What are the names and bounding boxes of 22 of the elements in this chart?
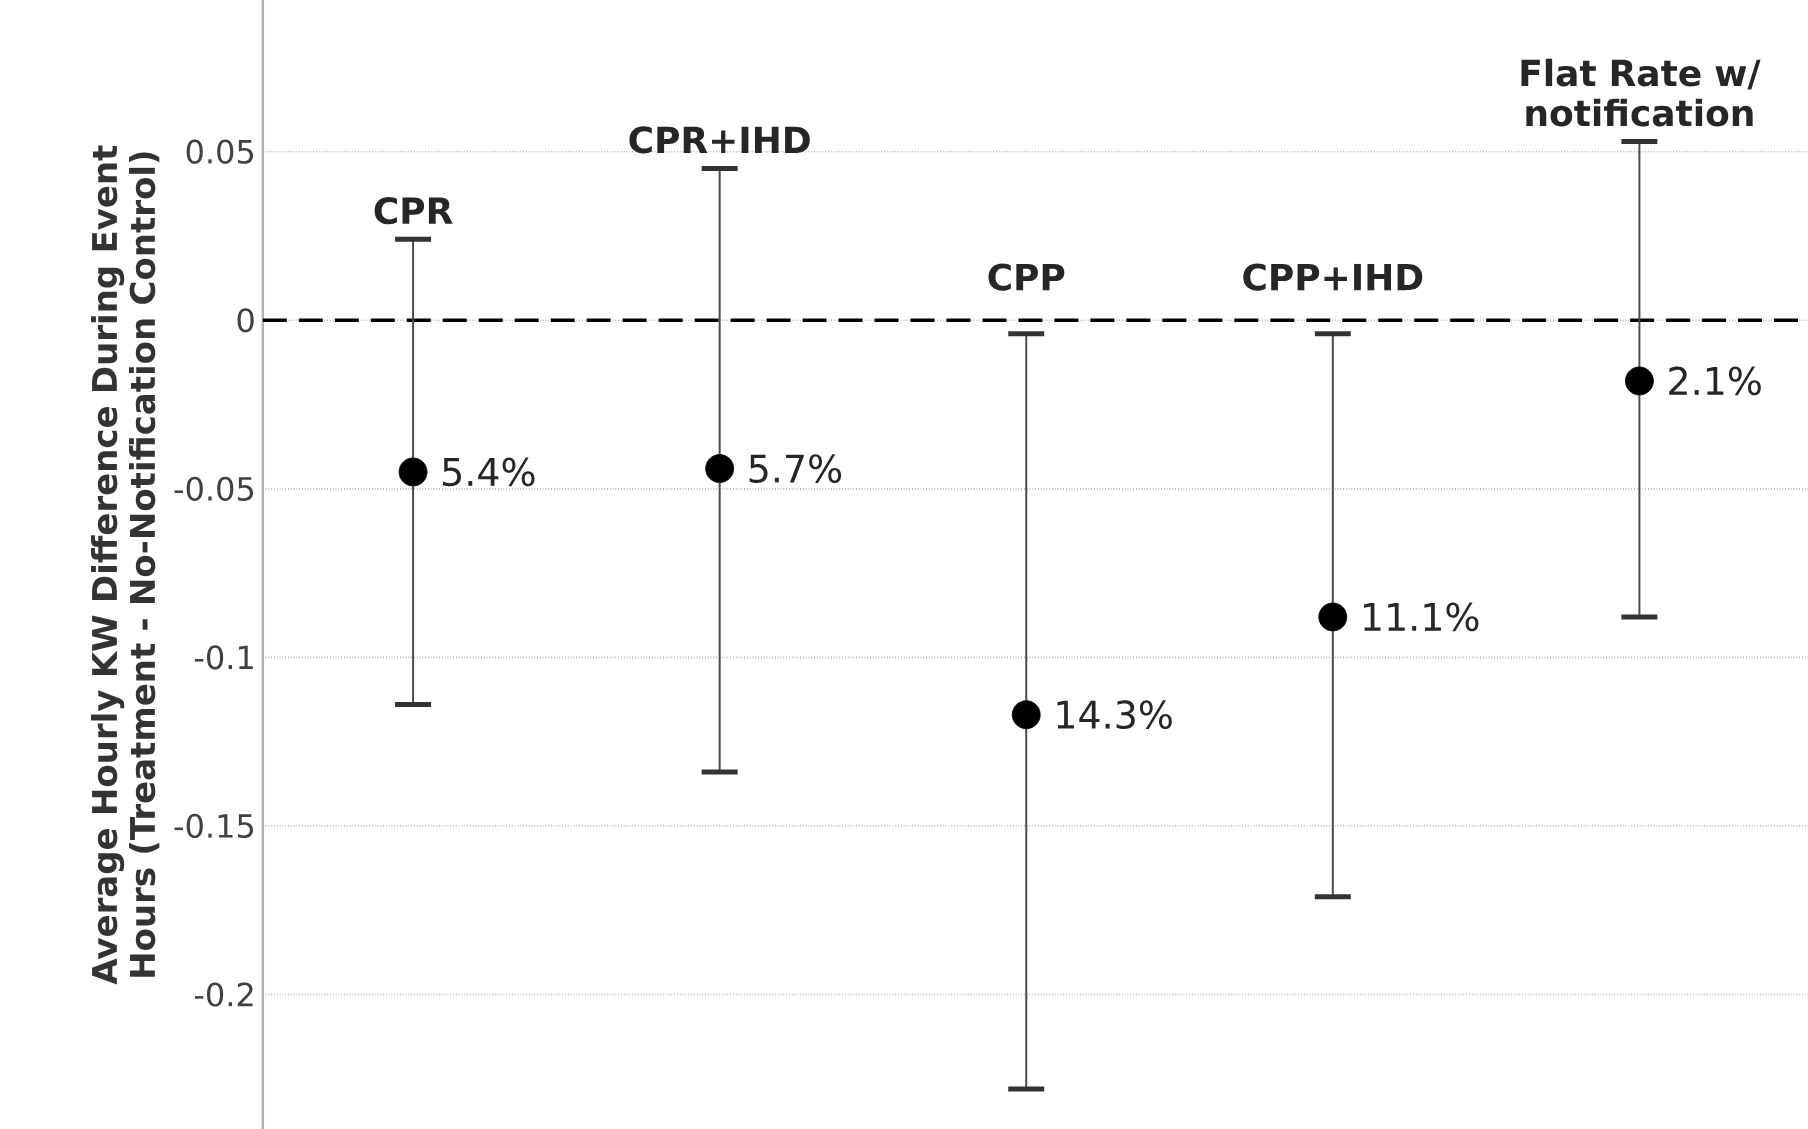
point bbox=[1625, 366, 1654, 396]
y-axis-title: Average Hourly KW Difference During Event Hours (Treatment - No-Notification Control) bbox=[91, 145, 160, 985]
point bbox=[1318, 602, 1348, 632]
x-tick-label: CPR bbox=[374, 196, 453, 225]
annotation: 5.7% bbox=[749, 454, 842, 483]
x-tick-label: Flat Rate w/ notification bbox=[1521, 58, 1761, 127]
x-tick-label: CPP bbox=[988, 263, 1065, 291]
y-tick-label: -0.15 bbox=[174, 813, 253, 838]
point bbox=[1011, 700, 1041, 729]
y-tick-label: 0 bbox=[237, 307, 254, 333]
y-tick-label: -0.1 bbox=[194, 645, 253, 670]
y-tick-label: 0.05 bbox=[186, 139, 253, 164]
x-tick-label: CPR+IHD bbox=[629, 126, 810, 154]
x-tick-label: CPP+IHD bbox=[1243, 263, 1423, 291]
y-tick-label: -0.2 bbox=[194, 982, 253, 1007]
annotation: 14.3% bbox=[1057, 700, 1172, 729]
point bbox=[705, 454, 735, 483]
annotation: 11.1% bbox=[1364, 602, 1479, 632]
point bbox=[398, 457, 428, 487]
annotation: 2.1% bbox=[1669, 366, 1761, 396]
y-tick-label: -0.05 bbox=[174, 476, 253, 501]
annotation: 5.4% bbox=[443, 457, 535, 487]
